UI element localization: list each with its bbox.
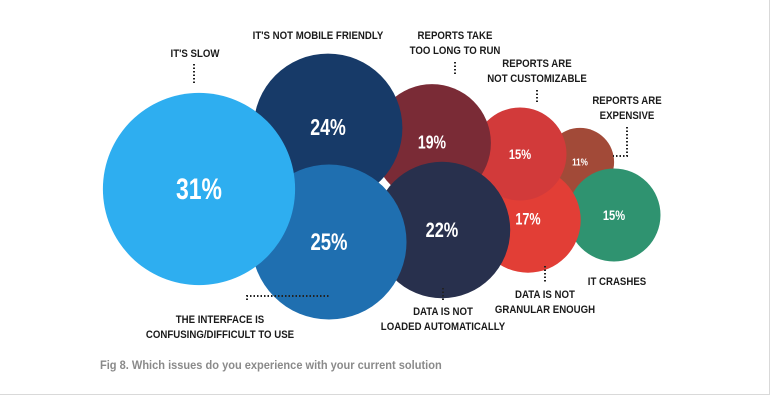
category-label-reports-are-expensive: REPORTS ARE EXPENSIVE: [592, 94, 661, 122]
category-label-line: IT CRASHES: [588, 275, 646, 288]
category-label-it-crashes: IT CRASHES: [588, 275, 646, 288]
category-label-line: TOO LONG TO RUN: [410, 44, 501, 57]
category-label-it-s-slow: IT'S SLOW: [171, 47, 220, 60]
leader-line: [246, 295, 329, 300]
bubbles-layer: [102, 53, 661, 320]
category-label-it-s-not-mobile-friendly: IT'S NOT MOBILE FRIENDLY: [253, 29, 384, 42]
category-label-the-interface-is-confusing-difficult-to-use: THE INTERFACE IS CONFUSING/DIFFICULT TO U…: [146, 313, 294, 341]
value-label-data-is-not-loaded-automatically: 22%: [426, 218, 459, 241]
bubble-it-crashes: [567, 168, 661, 262]
value-label-the-interface-is-confusing-difficult-to-use: 25%: [310, 229, 347, 256]
category-label-line: EXPENSIVE: [600, 109, 655, 122]
category-label-line: REPORTS ARE: [502, 57, 571, 70]
value-labels-layer: 31% 24% 25% 19% 22% 15% 17% 11% 15%: [176, 115, 626, 255]
value-label-reports-are-not-customizable: 15%: [509, 146, 532, 163]
category-label-line: REPORTS ARE: [592, 94, 661, 107]
category-label-line: GRANULAR ENOUGH: [495, 303, 595, 316]
category-label-line: IT'S SLOW: [171, 47, 220, 60]
value-label-reports-are-expensive: 11%: [572, 156, 588, 167]
category-label-line: DATA IS NOT: [515, 288, 575, 301]
category-label-data-is-not-loaded-automatically: DATA IS NOT LOADED AUTOMATICALLY: [381, 305, 505, 333]
page-edge-right: [769, 0, 770, 395]
value-label-it-s-not-mobile-friendly: 24%: [310, 115, 346, 141]
category-labels-layer: IT'S SLOW IT'S NOT MOBILE FRIENDLY THE INT…: [146, 29, 662, 341]
figure-caption: Fig 8. Which issues do you experience wi…: [100, 358, 442, 372]
category-label-reports-are-not-customizable: REPORTS ARE NOT CUSTOMIZABLE: [487, 57, 587, 85]
value-label-it-crashes: 15%: [603, 207, 626, 224]
category-label-line: THE INTERFACE IS: [176, 313, 264, 326]
category-label-data-is-not-granular-enough: DATA IS NOT GRANULAR ENOUGH: [495, 288, 595, 316]
bubble-data-is-not-loaded-automatically: [373, 161, 511, 299]
category-label-line: NOT CUSTOMIZABLE: [487, 72, 587, 85]
category-label-line: CONFUSING/DIFFICULT TO USE: [146, 328, 294, 341]
bubble-it-s-slow: [102, 92, 296, 286]
value-label-data-is-not-granular-enough: 17%: [515, 211, 540, 229]
page-edge-bottom: [0, 394, 770, 395]
category-label-line: LOADED AUTOMATICALLY: [381, 320, 505, 333]
category-label-line: IT'S NOT MOBILE FRIENDLY: [253, 29, 384, 42]
category-label-line: DATA IS NOT: [413, 305, 473, 318]
bubble-reports-are-not-customizable: [473, 107, 567, 201]
category-label-reports-take-too-long-to-run: REPORTS TAKE TOO LONG TO RUN: [410, 29, 501, 57]
value-label-reports-take-too-long-to-run: 19%: [418, 133, 446, 153]
value-label-it-s-slow: 31%: [176, 172, 222, 205]
leader-lines-layer: [193, 62, 628, 300]
category-label-line: REPORTS TAKE: [418, 29, 493, 42]
leader-line: [613, 127, 628, 157]
